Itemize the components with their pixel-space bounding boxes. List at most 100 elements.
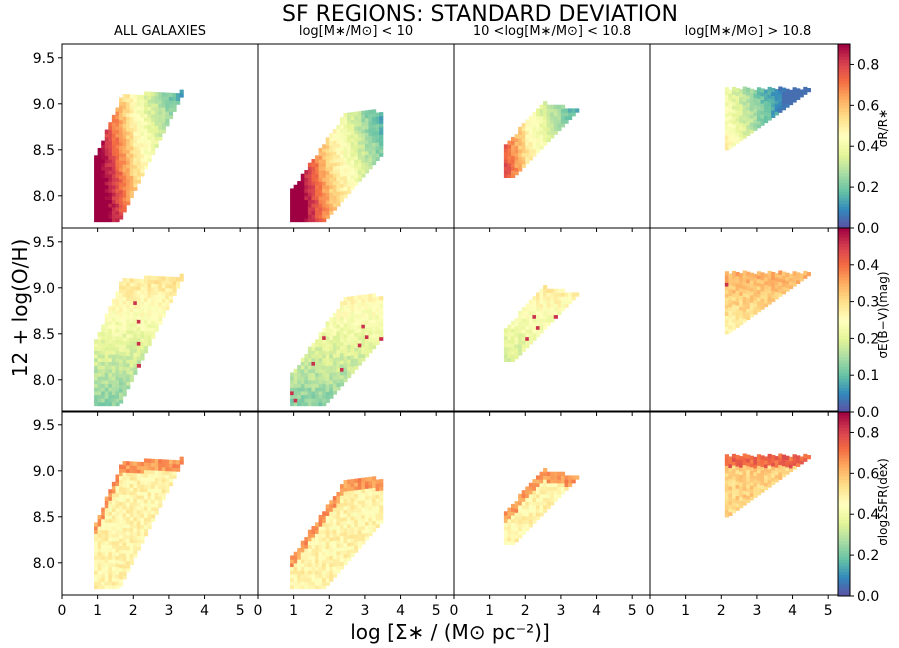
heatmap-cell <box>339 301 345 306</box>
heatmap-cell <box>115 383 120 388</box>
heatmap-cell <box>126 285 131 290</box>
heatmap-cell <box>322 354 327 359</box>
heatmap-cell <box>728 507 733 513</box>
heatmap-cell <box>350 329 355 334</box>
heatmap-cell <box>767 116 772 121</box>
heatmap-cell <box>735 473 740 478</box>
heatmap-cell <box>151 491 156 497</box>
heatmap-cell <box>304 540 309 545</box>
heatmap-cell <box>724 278 729 283</box>
heatmap-cell <box>311 555 316 560</box>
heatmap-cell <box>115 522 120 527</box>
heatmap-cell <box>111 173 117 178</box>
heatmap-cell <box>318 573 323 579</box>
heatmap-cell <box>518 130 523 135</box>
heatmap-cell <box>151 143 156 148</box>
heatmap-cell <box>339 183 345 188</box>
heatmap-cell <box>379 486 384 491</box>
heatmap-cell <box>749 110 754 116</box>
heatmap-cell <box>375 123 380 128</box>
heatmap-cell <box>143 480 149 485</box>
heatmap-cell <box>165 474 170 479</box>
heatmap-cell <box>104 133 109 138</box>
heatmap-cell <box>728 310 733 315</box>
heatmap-cell <box>315 390 320 396</box>
heatmap-cell <box>347 311 352 316</box>
heatmap-cell <box>318 514 323 520</box>
colorbar-segment <box>838 126 850 131</box>
heatmap-cell <box>290 203 295 208</box>
heatmap-cell <box>339 550 345 555</box>
heatmap-cell <box>753 460 758 465</box>
x-tick-label: 5 <box>628 603 637 619</box>
heatmap-cell <box>525 145 530 150</box>
heatmap-cell <box>503 162 509 167</box>
heatmap-cell <box>304 376 309 381</box>
heatmap-cell <box>735 102 740 107</box>
colorbar-segment <box>838 163 850 168</box>
colorbar-segment <box>838 550 850 554</box>
heatmap-cell <box>119 508 124 513</box>
heatmap-cell <box>760 470 765 475</box>
heatmap-cell <box>339 520 345 526</box>
heatmap-cell <box>375 494 380 499</box>
heatmap-cell <box>104 217 109 223</box>
heatmap-cell <box>151 510 156 515</box>
heatmap-cell <box>343 153 348 158</box>
heatmap-cell <box>111 372 117 377</box>
heatmap-cell <box>101 511 106 516</box>
heatmap-cell <box>172 463 177 468</box>
heatmap-cell <box>140 473 145 478</box>
heatmap-cell <box>339 539 345 544</box>
column-title-high-mass: log[M∗/M⊙] > 10.8 <box>684 24 812 39</box>
heatmap-cell <box>724 468 729 474</box>
heatmap-cell <box>122 494 127 499</box>
heatmap-cell <box>129 472 134 477</box>
heatmap-cell <box>796 92 801 97</box>
colorbar-segment <box>838 255 850 260</box>
heatmap-cell <box>731 475 737 481</box>
heatmap-cell <box>347 366 352 371</box>
heatmap-cell <box>101 217 106 223</box>
heatmap-cell <box>771 466 776 471</box>
heatmap-cell <box>364 506 370 511</box>
heatmap-cell <box>728 291 733 297</box>
heatmap-cell <box>111 170 117 175</box>
heatmap-cell <box>129 94 134 99</box>
colorbar-segment <box>838 556 850 560</box>
heatmap-cell <box>347 116 352 121</box>
heatmap-cell <box>101 350 106 355</box>
heatmap-cell <box>119 196 124 202</box>
heatmap-cell <box>140 153 145 159</box>
heatmap-cell <box>97 379 102 385</box>
colorbar-segment <box>838 120 850 125</box>
heatmap-cell <box>756 113 762 118</box>
heatmap-cell <box>115 306 120 311</box>
heatmap-cell <box>122 285 127 290</box>
heatmap-cell <box>154 503 159 508</box>
heatmap-cell <box>735 275 740 280</box>
heatmap-cell <box>307 184 313 190</box>
heatmap-cell <box>143 102 149 107</box>
heatmap-cell <box>94 570 99 575</box>
heatmap-cell <box>543 303 548 308</box>
heatmap-cell <box>119 549 124 554</box>
heatmap-cell <box>746 293 751 298</box>
heatmap-cell <box>553 310 558 316</box>
heatmap-cell <box>343 175 348 180</box>
heatmap-cell <box>119 523 124 528</box>
heatmap-cell <box>514 343 519 349</box>
heatmap-cell <box>350 358 355 363</box>
heatmap-cell <box>535 112 541 117</box>
heatmap-cell <box>154 510 159 515</box>
heatmap-cell <box>749 114 754 119</box>
heatmap-cell <box>297 210 302 215</box>
heatmap-cell <box>347 171 352 176</box>
heatmap-cell <box>343 553 348 558</box>
heatmap-cell <box>147 312 152 317</box>
heatmap-cell <box>119 556 124 561</box>
heatmap-cell <box>322 166 327 171</box>
heatmap-cell <box>568 296 573 301</box>
heatmap-cell <box>368 330 373 335</box>
heatmap-cell <box>115 192 120 197</box>
